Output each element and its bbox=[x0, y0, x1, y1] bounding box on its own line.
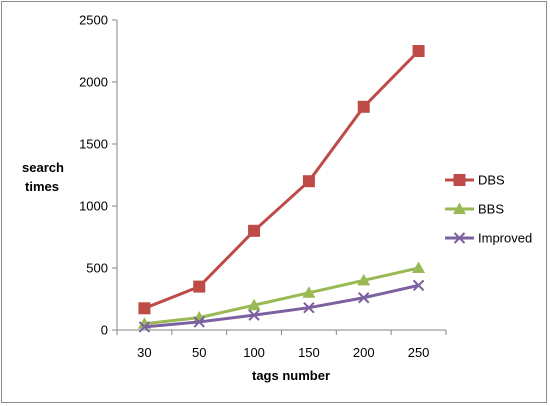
y-ticks: 0 500 1000 1500 2000 2500 bbox=[79, 13, 117, 338]
x-tick-label: 50 bbox=[192, 345, 206, 360]
legend-item-dbs: DBS bbox=[445, 173, 505, 188]
x-ticks: 30 50 100 150 200 250 bbox=[116, 330, 447, 360]
y-axis-label-line-2: times bbox=[25, 179, 59, 194]
series-dbs bbox=[138, 45, 425, 315]
legend-label-improved: Improved bbox=[478, 231, 532, 246]
legend-item-improved: Improved bbox=[445, 231, 532, 246]
y-tick-label: 500 bbox=[86, 261, 108, 276]
data-point-bbs bbox=[302, 286, 316, 298]
y-tick-label: 0 bbox=[101, 323, 108, 338]
data-point-improved bbox=[138, 321, 151, 333]
legend: DBS BBS Improved bbox=[445, 173, 532, 246]
axes bbox=[116, 20, 446, 331]
data-point-dbs bbox=[412, 45, 425, 57]
data-point-dbs bbox=[357, 100, 370, 113]
data-point-improved bbox=[303, 301, 315, 314]
series-line-bbs bbox=[144, 266, 419, 326]
data-point-dbs bbox=[138, 302, 151, 315]
data-point-improved bbox=[358, 292, 370, 304]
x-tick-label: 100 bbox=[243, 345, 265, 360]
x-tick-label: 30 bbox=[137, 345, 151, 360]
data-point-dbs bbox=[193, 280, 206, 293]
x-tick-label: 250 bbox=[408, 345, 430, 360]
y-tick-label: 1000 bbox=[79, 199, 108, 214]
x-tick-label: 150 bbox=[298, 345, 320, 360]
data-point-improved bbox=[412, 279, 425, 292]
legend-item-bbs: BBS bbox=[445, 202, 504, 217]
y-tick-label: 2500 bbox=[79, 13, 108, 28]
data-point-dbs bbox=[248, 224, 261, 237]
data-point-improved bbox=[193, 316, 205, 328]
legend-label-dbs: DBS bbox=[478, 173, 505, 188]
series-group bbox=[137, 45, 426, 333]
legend-marker-dbs bbox=[453, 174, 466, 186]
legend-marker-bbs bbox=[453, 202, 466, 214]
y-tick-label: 2000 bbox=[79, 75, 108, 90]
series-line-dbs bbox=[143, 49, 420, 310]
data-point-improved bbox=[248, 309, 260, 321]
data-point-dbs bbox=[302, 175, 315, 188]
y-tick-label: 1500 bbox=[79, 137, 108, 152]
data-point-bbs bbox=[357, 273, 371, 286]
x-tick-label: 200 bbox=[353, 345, 375, 360]
data-point-bbs bbox=[412, 261, 426, 273]
data-point-bbs bbox=[247, 298, 261, 311]
series-improved bbox=[138, 279, 425, 333]
series-line-improved bbox=[144, 283, 419, 329]
x-axis-label: tags number bbox=[252, 368, 330, 383]
legend-marker-improved bbox=[453, 232, 466, 244]
y-axis-label-line-1: search bbox=[22, 160, 64, 175]
legend-label-bbs: BBS bbox=[478, 202, 504, 217]
